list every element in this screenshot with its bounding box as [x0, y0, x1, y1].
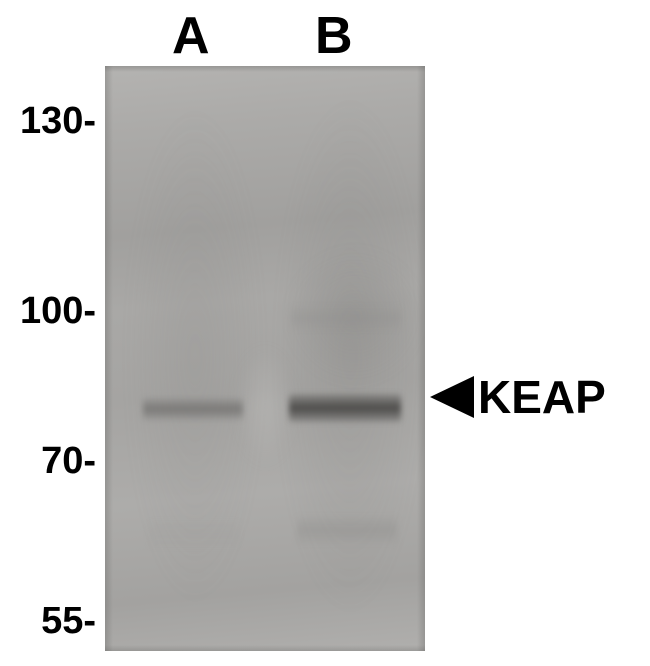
band-lane-b-lower: [297, 516, 397, 544]
lane-label-a: A: [172, 6, 210, 66]
lane-label-b: B: [315, 6, 353, 66]
blot-edge-bottom: [105, 645, 425, 651]
mw-marker-55: 55-: [41, 600, 96, 643]
mw-marker-100: 100-: [20, 290, 96, 333]
mw-marker-70: 70-: [41, 440, 96, 483]
blot-edge-top: [105, 66, 425, 72]
mw-marker-130: 130-: [20, 100, 96, 143]
protein-label-keap: KEAP: [430, 370, 606, 424]
band-lane-b-upper: [291, 306, 401, 330]
blot-edge-left: [105, 66, 113, 651]
band-lane-a-lower: [149, 521, 239, 547]
band-lane-b-keap: [289, 394, 401, 422]
figure-container: A B 130- 100- 70- 55- KEAP: [0, 0, 650, 666]
protein-label-text: KEAP: [478, 370, 606, 424]
band-lane-a-keap: [143, 398, 243, 420]
left-arrow-icon: [430, 376, 474, 418]
blot-edge-right: [417, 66, 425, 651]
blot-membrane: [105, 66, 425, 651]
blot-light-gap: [235, 346, 295, 466]
